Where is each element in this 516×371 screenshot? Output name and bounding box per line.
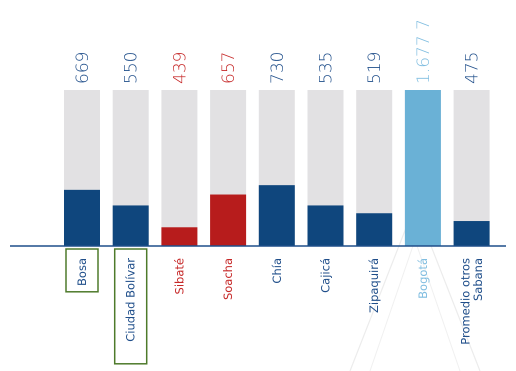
category-label-zipaquira: Zipaquirá [367, 258, 381, 313]
highlight-box-ciudad-bolivar [113, 248, 148, 365]
bar-track-promedio-otros-sabana [453, 90, 490, 246]
category-label-chia: Chía [270, 258, 284, 284]
value-label-chia: 730 [268, 52, 288, 84]
bar-cajica [307, 205, 344, 246]
category-label-bosa: Bosa [75, 258, 89, 286]
bar-bosa [64, 189, 100, 246]
bar-sibate [161, 227, 198, 246]
bar-zipaquira [356, 213, 393, 246]
category-label-ciudad-bolivar: Ciudad Bolívar [124, 258, 138, 342]
value-label-bogota: 1.677 7 [414, 19, 434, 84]
value-label-promedio-otros-sabana: 475 [463, 52, 483, 84]
highlight-box-bosa [65, 248, 99, 293]
bar-promedio-otros-sabana [453, 221, 490, 246]
bar-soacha [210, 194, 247, 246]
bar-chia [258, 185, 295, 246]
value-label-sibate: 439 [170, 52, 190, 84]
category-label-sibate: Sibaté [172, 258, 186, 294]
value-label-ciudad-bolivar: 550 [122, 52, 142, 84]
bar-bogota [404, 90, 441, 246]
bar-ciudad-bolivar [112, 205, 149, 246]
value-label-soacha: 657 [219, 52, 239, 84]
category-label-promedio-otros-sabana: Promedio otrosSabana [458, 258, 485, 345]
value-label-zipaquira: 519 [365, 52, 385, 84]
value-label-cajica: 535 [317, 52, 337, 84]
category-label-bogota: Bogotá [416, 258, 430, 299]
category-label-soacha: Soacha [221, 258, 235, 300]
value-label-bosa: 669 [73, 52, 93, 84]
bar-track-sibate [161, 90, 198, 246]
category-label-cajica: Cajicá [319, 258, 333, 293]
